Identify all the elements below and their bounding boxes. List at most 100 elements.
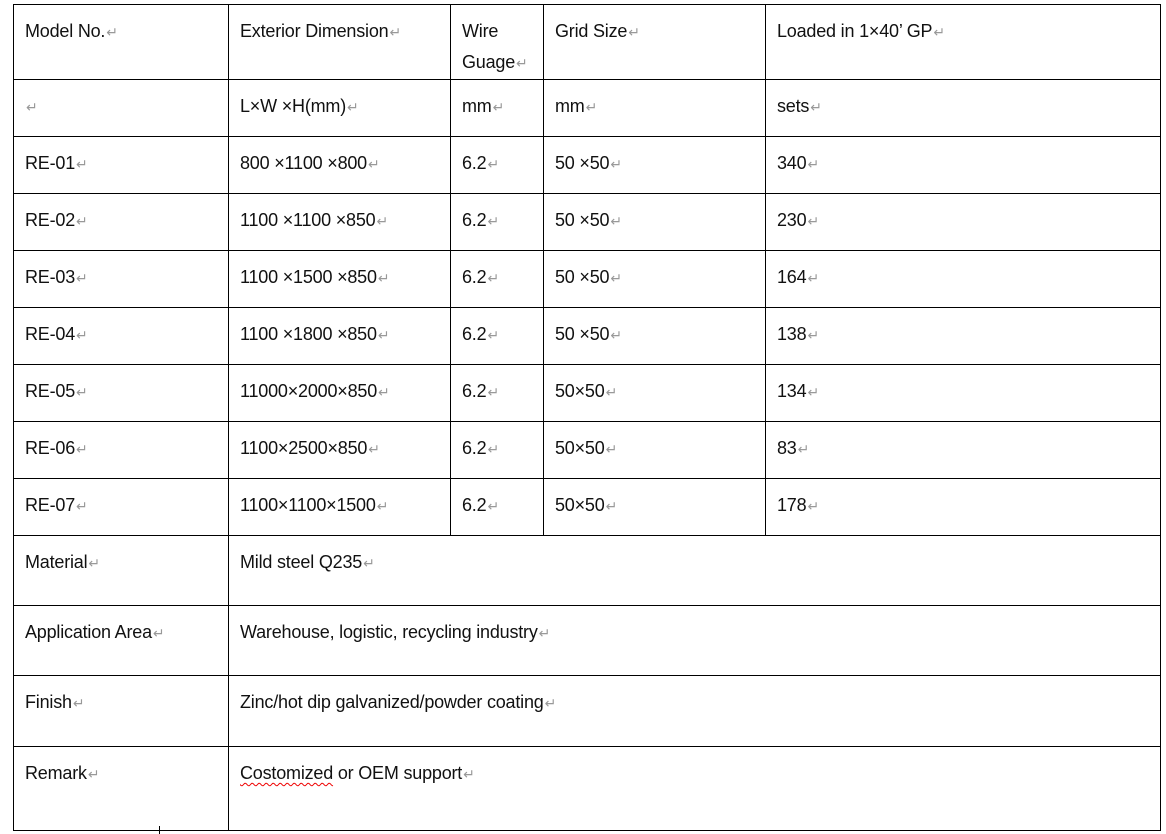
unit-cell[interactable]: sets (765, 79, 1161, 137)
model-cell[interactable]: 83 (765, 421, 1161, 479)
model-cell[interactable]: RE-04 (13, 307, 229, 365)
spec-label-cell[interactable]: Application Area (13, 605, 229, 676)
model-cell[interactable]: 178 (765, 478, 1161, 536)
unit-cell[interactable]: mm (543, 79, 766, 137)
cell-text: 50×50 (555, 495, 617, 515)
cell-text: 134 (777, 381, 819, 401)
spec-value-cell[interactable]: Warehouse, logistic, recycling industry (228, 605, 1161, 676)
model-cell[interactable]: 1100 ×1500 ×850 (228, 250, 451, 308)
spec-value-cell[interactable]: Mild steel Q235 (228, 535, 1161, 606)
model-cell[interactable]: 6.2 (450, 421, 544, 479)
model-row: RE-06 1100×2500×850 6.2 50×50 83 (13, 421, 1161, 479)
spec-label-cell[interactable]: Finish (13, 675, 229, 747)
cell-text: 11000×2000×850 (240, 381, 390, 401)
cell-text: RE-01 (25, 153, 88, 173)
header-cell[interactable]: Wire Guage (450, 4, 544, 80)
cell-text: 178 (777, 495, 819, 515)
model-cell[interactable]: 50 ×50 (543, 250, 766, 308)
model-cell[interactable]: RE-03 (13, 250, 229, 308)
product-spec-table: Model No. Exterior Dimension Wire Guage … (13, 4, 1161, 831)
unit-cell[interactable] (13, 79, 229, 137)
cell-text: 6.2 (462, 153, 499, 173)
model-cell[interactable]: 1100 ×1100 ×850 (228, 193, 451, 251)
header-cell[interactable]: Grid Size (543, 4, 766, 80)
spec-label: Remark (25, 763, 99, 783)
model-cell[interactable]: 164 (765, 250, 1161, 308)
cell-text: 1100×1100×1500 (240, 495, 388, 515)
model-row: RE-03 1100 ×1500 ×850 6.2 50 ×50 164 (13, 250, 1161, 308)
cell-text: 6.2 (462, 381, 499, 401)
spec-value: Warehouse, logistic, recycling industry (240, 622, 550, 642)
header-text: Wire Guage (462, 21, 528, 72)
spec-label: Application Area (25, 622, 164, 642)
model-row: RE-02 1100 ×1100 ×850 6.2 50 ×50 230 (13, 193, 1161, 251)
header-cell[interactable]: Loaded in 1×40’ GP (765, 4, 1161, 80)
cell-text: RE-04 (25, 324, 88, 344)
model-cell[interactable]: 6.2 (450, 307, 544, 365)
model-row: RE-07 1100×1100×1500 6.2 50×50 178 (13, 478, 1161, 536)
header-cell[interactable]: Model No. (13, 4, 229, 80)
model-cell[interactable]: 50×50 (543, 364, 766, 422)
model-cell[interactable]: 50×50 (543, 421, 766, 479)
unit-cell[interactable]: mm (450, 79, 544, 137)
model-cell[interactable]: 6.2 (450, 364, 544, 422)
model-cell[interactable]: 230 (765, 193, 1161, 251)
spec-value-cell[interactable]: Costomized or OEM support (228, 746, 1161, 831)
unit-cell[interactable]: L×W ×H(mm) (228, 79, 451, 137)
model-cell[interactable]: 6.2 (450, 136, 544, 194)
cell-text: 340 (777, 153, 819, 173)
model-cell[interactable]: 340 (765, 136, 1161, 194)
spec-label-cell[interactable]: Material (13, 535, 229, 606)
model-cell[interactable]: 6.2 (450, 193, 544, 251)
spec-row-finish: Finish Zinc/hot dip galvanized/powder co… (13, 675, 1161, 747)
model-cell[interactable]: 134 (765, 364, 1161, 422)
model-cell[interactable]: 1100 ×1800 ×850 (228, 307, 451, 365)
unit-text: mm (555, 96, 597, 116)
model-cell[interactable]: 50 ×50 (543, 136, 766, 194)
model-cell[interactable]: RE-07 (13, 478, 229, 536)
spec-label: Material (25, 552, 100, 572)
unit-text: sets (777, 96, 822, 116)
header-text: Loaded in 1×40’ GP (777, 21, 945, 41)
model-cell[interactable]: RE-06 (13, 421, 229, 479)
cell-text: RE-03 (25, 267, 88, 287)
spec-label-cell[interactable]: Remark (13, 746, 229, 831)
cell-text: 164 (777, 267, 819, 287)
model-cell[interactable]: 6.2 (450, 478, 544, 536)
model-cell[interactable]: RE-02 (13, 193, 229, 251)
model-cell[interactable]: 1100×2500×850 (228, 421, 451, 479)
cell-text: 1100×2500×850 (240, 438, 380, 458)
cell-text: 1100 ×1500 ×850 (240, 267, 389, 287)
unit-text: L×W ×H(mm) (240, 96, 359, 116)
cell-text: RE-05 (25, 381, 88, 401)
model-cell[interactable]: 50 ×50 (543, 307, 766, 365)
cell-text: RE-06 (25, 438, 88, 458)
model-cell[interactable]: 50 ×50 (543, 193, 766, 251)
header-text: Grid Size (555, 21, 640, 41)
model-cell[interactable]: RE-05 (13, 364, 229, 422)
cell-text: 50 ×50 (555, 210, 622, 230)
model-cell[interactable]: 138 (765, 307, 1161, 365)
cell-text: RE-02 (25, 210, 88, 230)
cell-text: 6.2 (462, 438, 499, 458)
header-cell[interactable]: Exterior Dimension (228, 4, 451, 80)
cell-text: 50×50 (555, 438, 617, 458)
model-cell[interactable]: 1100×1100×1500 (228, 478, 451, 536)
cell-text: 6.2 (462, 495, 499, 515)
model-cell[interactable]: RE-01 (13, 136, 229, 194)
cell-text: 1100 ×1100 ×850 (240, 210, 388, 230)
misspelled-word[interactable]: Costomized (240, 763, 334, 783)
spec-row-application: Application Area Warehouse, logistic, re… (13, 605, 1161, 676)
model-row: RE-01 800 ×1100 ×800 6.2 50 ×50 340 (13, 136, 1161, 194)
header-text: Model No. (25, 21, 118, 41)
model-cell[interactable]: 11000×2000×850 (228, 364, 451, 422)
spec-value: Zinc/hot dip galvanized/powder coating (240, 692, 556, 712)
unit-text (25, 96, 38, 116)
cell-text: 50×50 (555, 381, 617, 401)
spec-value: or OEM support (333, 763, 463, 783)
spec-value-cell[interactable]: Zinc/hot dip galvanized/powder coating (228, 675, 1161, 747)
cell-text: 50 ×50 (555, 153, 622, 173)
model-cell[interactable]: 6.2 (450, 250, 544, 308)
model-cell[interactable]: 50×50 (543, 478, 766, 536)
model-cell[interactable]: 800 ×1100 ×800 (228, 136, 451, 194)
